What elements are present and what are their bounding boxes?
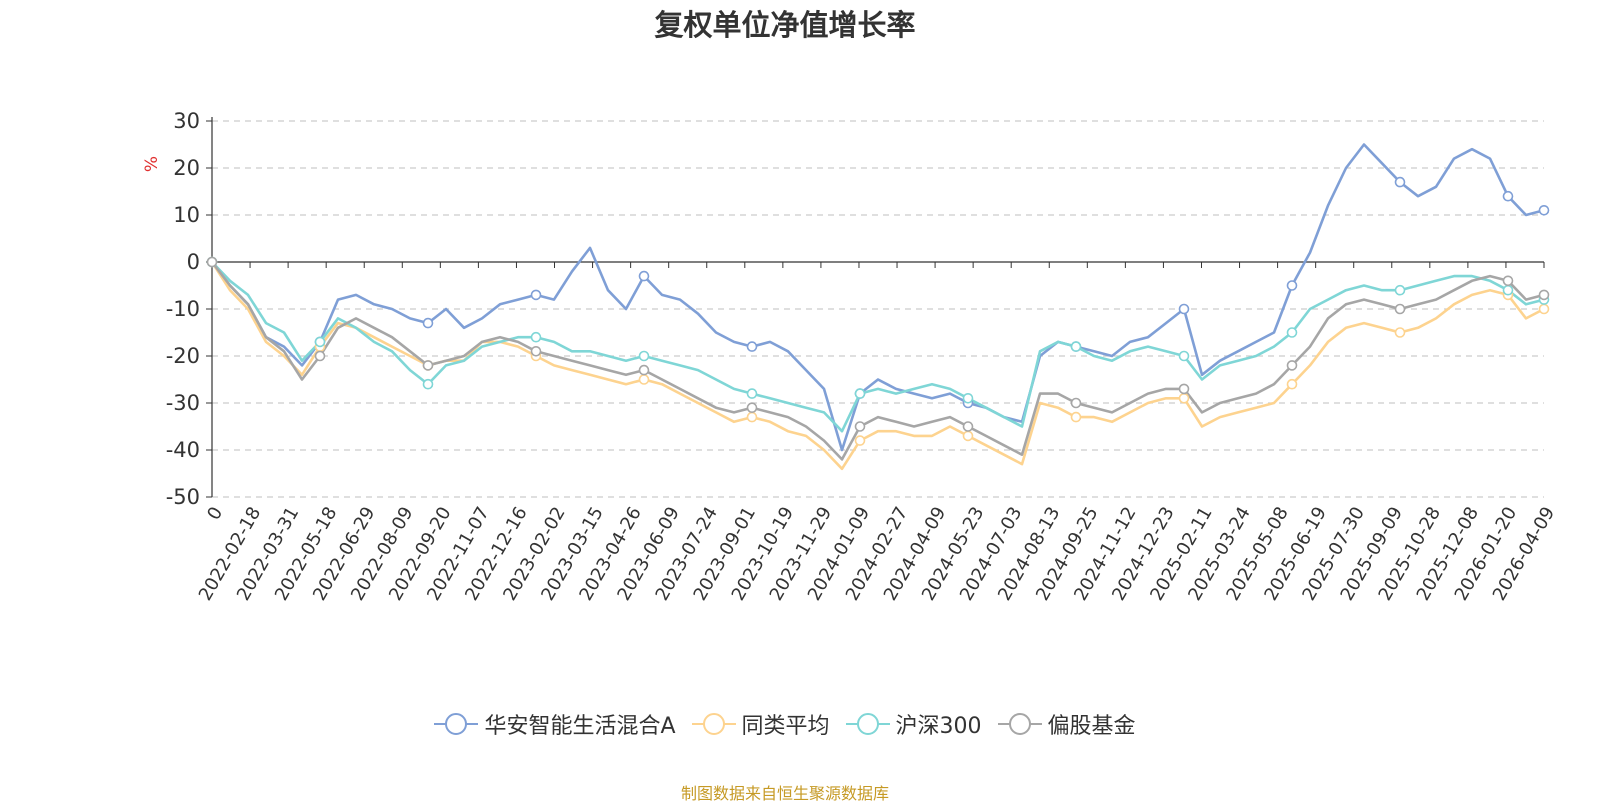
y-tick-label: -10: [166, 297, 200, 321]
data-point: [1178, 303, 1190, 315]
legend-label: 偏股基金: [1047, 714, 1136, 739]
legend-line-circle-icon: [845, 713, 890, 735]
series-line: [210, 261, 1545, 471]
legend-item-csi300[interactable]: 沪深300: [845, 708, 982, 740]
data-point: [854, 388, 866, 399]
y-tick-label: 30: [173, 109, 200, 133]
legend-item-equity-fund[interactable]: 偏股基金: [997, 708, 1136, 740]
legend-line-circle-icon: [434, 713, 479, 735]
data-point: [1070, 411, 1082, 423]
legend: 华安智能生活混合A 同类平均 沪深300 偏股基金: [0, 708, 1570, 740]
data-point: [1538, 205, 1550, 216]
data-point: [1538, 289, 1550, 301]
y-tick-label: -30: [166, 391, 200, 415]
data-point: [962, 430, 974, 442]
data-point: [638, 364, 650, 376]
data-point: [1502, 275, 1514, 287]
data-point: [962, 421, 974, 432]
legend-label: 同类平均: [741, 714, 830, 739]
data-point: [1502, 190, 1514, 202]
legend-label: 华安智能生活混合A: [484, 714, 676, 739]
series-line: [210, 261, 1545, 461]
y-tick-label: -40: [166, 438, 200, 462]
data-point: [1394, 303, 1406, 315]
line-chart: 3020100-10-20-30-40-5002022-02-182022-03…: [142, 109, 1560, 604]
legend-item-fund[interactable]: 华安智能生活混合A: [434, 708, 676, 740]
data-point: [422, 360, 434, 371]
data-point: [638, 270, 650, 282]
data-point: [1178, 383, 1190, 395]
data-point: [854, 435, 866, 446]
data-point: [1502, 284, 1514, 296]
data-point: [1286, 378, 1298, 390]
data-point: [638, 350, 650, 362]
data-point: [1178, 392, 1190, 404]
source-note: 制图数据来自恒生聚源数据库: [680, 784, 889, 803]
data-point: [530, 345, 542, 357]
data-point: [206, 256, 218, 268]
y-tick-label: 0: [187, 250, 200, 274]
legend-line-circle-icon: [691, 713, 736, 735]
data-point: [1070, 397, 1082, 409]
y-tick-label: 10: [173, 203, 200, 227]
y-tick-label: -50: [166, 485, 200, 509]
data-point: [530, 331, 542, 343]
data-point: [1070, 341, 1082, 352]
series-markers: [206, 176, 1550, 446]
x-tick-label: 0: [203, 503, 227, 523]
data-point: [1286, 280, 1298, 291]
series-line: [211, 261, 1545, 433]
grid-lines: [212, 120, 1544, 498]
data-point: [422, 317, 434, 329]
series-line: [210, 143, 1545, 452]
legend-line-circle-icon: [997, 713, 1042, 735]
data-point: [962, 392, 974, 404]
data-point: [422, 378, 434, 390]
data-point: [1538, 303, 1550, 315]
y-axis-unit-label: %: [142, 156, 162, 172]
data-point: [1286, 327, 1298, 338]
chart-title: 复权单位净值增长率: [654, 8, 916, 42]
data-point: [1286, 360, 1298, 371]
data-point: [746, 388, 758, 399]
data-point: [314, 350, 326, 362]
data-point: [1394, 176, 1406, 188]
y-tick-label: 20: [173, 156, 200, 180]
data-point: [1394, 327, 1406, 338]
y-tick-label: -20: [166, 344, 200, 368]
series-lines: [210, 143, 1545, 471]
legend-item-peer-average[interactable]: 同类平均: [691, 708, 830, 740]
data-point: [746, 402, 758, 414]
axes: 3020100-10-20-30-40-5002022-02-182022-03…: [166, 109, 1560, 604]
data-point: [1178, 350, 1190, 362]
data-point: [746, 411, 758, 423]
data-point: [314, 336, 326, 348]
data-point: [530, 289, 542, 301]
data-point: [746, 341, 758, 352]
y-axis-label: %: [142, 156, 162, 172]
data-point: [1394, 284, 1406, 296]
legend-label: 沪深300: [895, 714, 982, 739]
data-point: [638, 374, 650, 385]
data-point: [854, 421, 866, 432]
